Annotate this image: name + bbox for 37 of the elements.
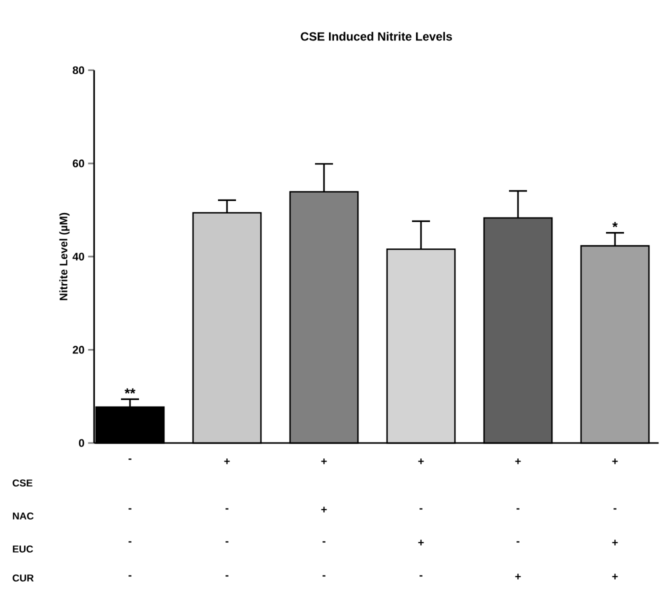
text: CSE (12, 479, 32, 487)
x-tick-label: + (612, 458, 618, 464)
y-tick-label: 60 (72, 160, 84, 168)
x-tick-label: + (321, 458, 327, 464)
text: - (128, 508, 132, 510)
x-tick-label: + (418, 458, 424, 464)
text: - (322, 541, 326, 543)
x-tick-label: + (515, 458, 521, 464)
x-tick-label: + (224, 458, 230, 464)
chart-title: CSE Induced Nitrite Levels (300, 32, 452, 41)
text: - (226, 541, 228, 543)
text: - (226, 575, 228, 577)
text: - (420, 575, 422, 577)
x-tick-label: - (128, 458, 132, 460)
text: - (516, 541, 520, 543)
text: CUR (12, 574, 34, 582)
text: - (516, 508, 520, 510)
text: + (418, 540, 424, 546)
text: - (614, 508, 616, 510)
data-label: * (612, 222, 618, 228)
text: + (515, 574, 521, 580)
y-tick-label: 80 (72, 66, 84, 74)
text: - (322, 575, 326, 577)
text: - (128, 575, 132, 577)
text: + (612, 574, 618, 580)
y-tick-label: 20 (72, 346, 84, 354)
y-tick-label: 0 (78, 439, 84, 447)
text: - (128, 541, 132, 543)
text: NAC (12, 512, 34, 520)
text: EUC (12, 545, 34, 553)
y-axis-title: Nitrite Level (µM) (59, 212, 70, 300)
data-label: ** (124, 388, 136, 394)
text: - (420, 508, 422, 510)
y-tick-label: 40 (72, 252, 84, 260)
text: + (612, 540, 618, 546)
text: + (321, 506, 327, 512)
text: - (226, 508, 228, 510)
